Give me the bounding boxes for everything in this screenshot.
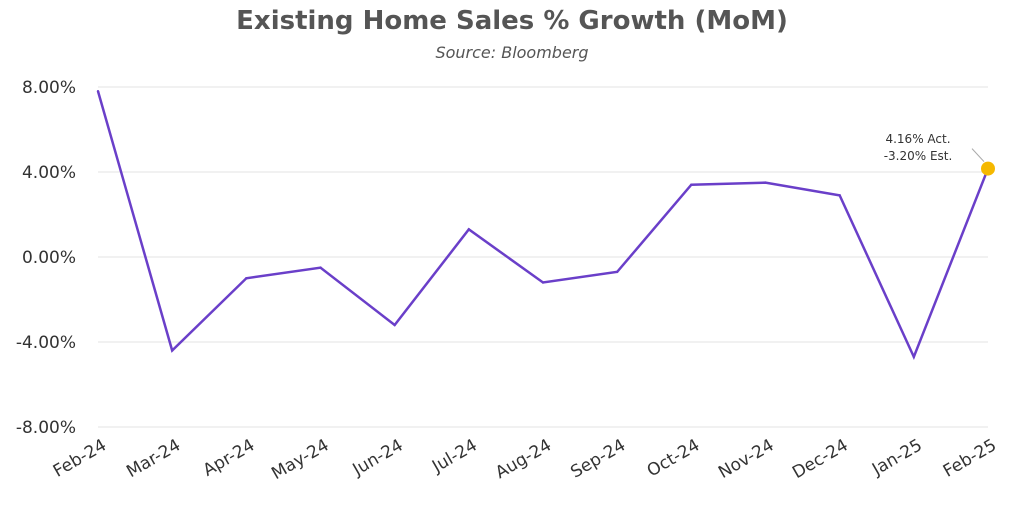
x-tick-label: Sep-24 [567,435,629,482]
data-point [467,228,471,231]
y-tick-label: 8.00% [22,78,76,98]
x-tick-label: Aug-24 [492,435,555,483]
chart-title: Existing Home Sales % Growth (MoM) [236,6,788,36]
data-point [393,323,396,327]
data-point [615,270,619,274]
annotation-text: -3.20% Est. [884,149,953,163]
data-point [245,277,248,280]
x-tick-label: Oct-24 [644,435,704,481]
data-point [541,281,545,284]
chart-subtitle: Source: Bloomberg [435,43,589,62]
data-point [170,349,174,352]
annotation-leader [971,148,985,162]
x-tick-label: Dec-24 [789,435,852,483]
x-tick-label: Feb-24 [50,435,110,481]
highlight-point [981,161,995,176]
x-tick-label: Jan-25 [868,435,926,480]
x-tick-label: Mar-24 [123,435,184,482]
data-point [764,181,767,184]
x-tick-label: Jul-24 [428,435,481,477]
annotation-text: 4.16% Act. [885,132,950,146]
y-tick-label: 0.00% [22,248,76,268]
data-point [912,355,916,359]
x-tick-label: May-24 [268,435,332,484]
data-point [838,194,841,197]
x-tick-label: Nov-24 [715,435,777,483]
data-point [690,183,693,186]
x-tick-label: Feb-25 [940,435,1000,481]
data-point [319,266,322,269]
x-tick-label: Apr-24 [200,435,259,480]
y-tick-label: -8.00% [16,418,76,438]
x-tick-label: Jun-24 [349,435,407,480]
y-tick-label: -4.00% [16,333,76,353]
data-point [96,90,100,93]
y-tick-label: 4.00% [22,163,76,183]
series-line [96,90,990,361]
